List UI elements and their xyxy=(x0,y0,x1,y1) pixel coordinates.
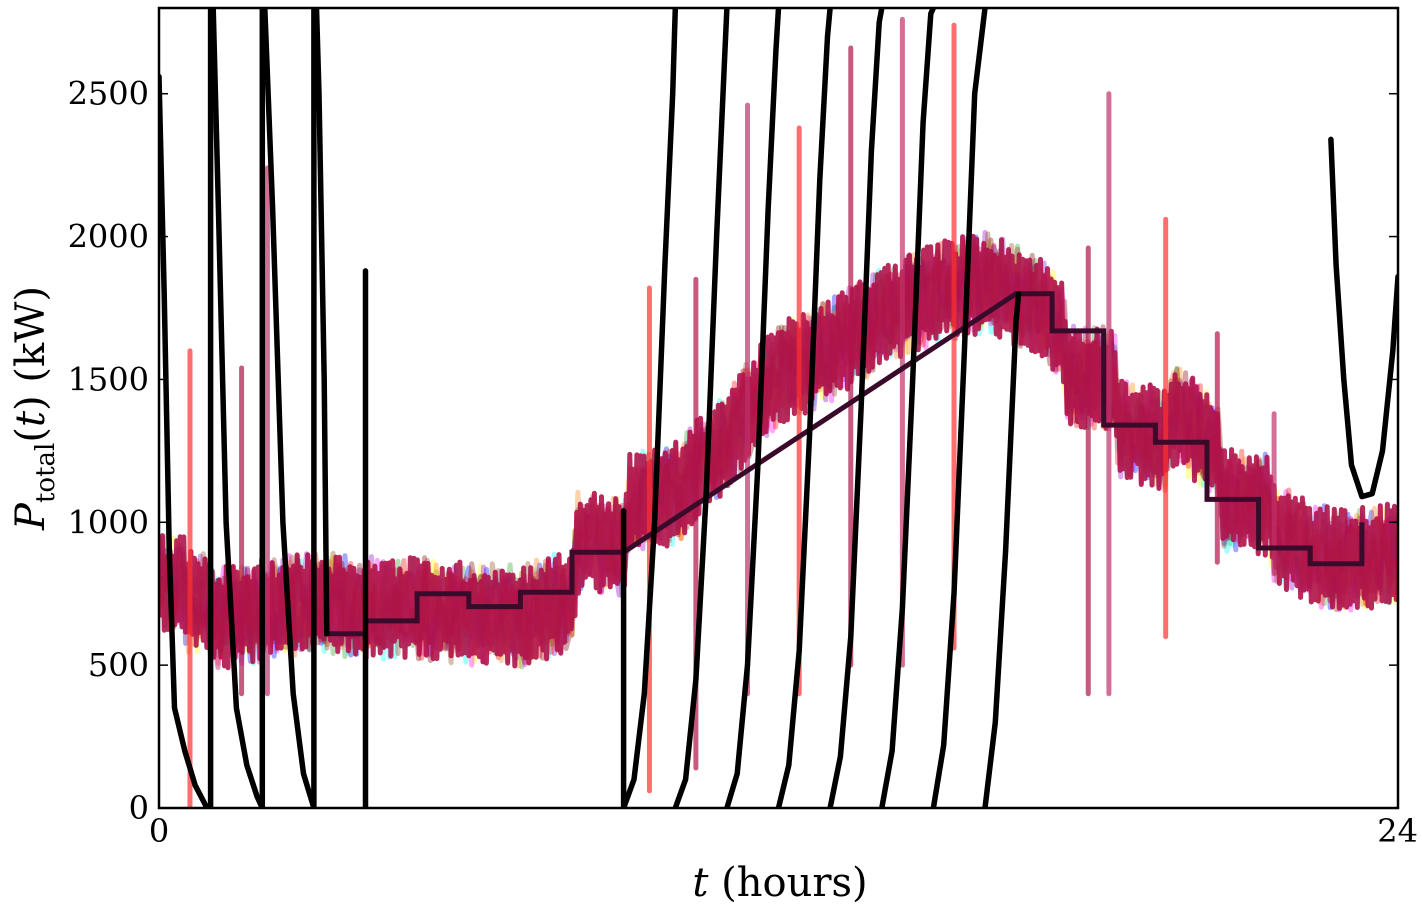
trajectory-line xyxy=(262,8,317,808)
y-axis-label-open-paren: ( xyxy=(8,427,54,443)
y-axis-label-variable: P xyxy=(8,502,54,531)
ticks: 0 500 1000 1500 2000 2500 0 24 xyxy=(68,8,1418,850)
trajectory-line xyxy=(210,8,266,808)
step-schedule-line xyxy=(324,291,1365,637)
y-tick-label: 1000 xyxy=(68,503,149,541)
plot-content xyxy=(159,8,1398,808)
y-axis-label-close-paren: ) xyxy=(8,395,54,411)
y-axis-label: Ptotal(t) (kW) xyxy=(8,286,61,531)
y-tick-label: 0 xyxy=(129,789,149,827)
y-tick-label: 1500 xyxy=(68,360,149,398)
y-tick-label: 500 xyxy=(88,646,149,684)
trajectory-line xyxy=(313,8,330,637)
x-axis-label: t (hours) xyxy=(692,860,867,904)
trajectory-line xyxy=(724,8,782,808)
y-axis-label-subscript: total xyxy=(31,443,61,503)
plot-frame xyxy=(157,6,1400,810)
trajectory-line xyxy=(620,8,679,808)
trajectory-line xyxy=(775,8,833,808)
x-tick-label: 0 xyxy=(149,812,169,850)
y-tick-label: 2000 xyxy=(68,218,149,256)
trajectory-line xyxy=(159,73,214,808)
x-tick-label: 24 xyxy=(1377,812,1418,850)
x-axis-label-variable: t xyxy=(692,860,709,904)
trajectory-line xyxy=(827,8,885,808)
trajectory-line xyxy=(879,8,937,808)
trajectory-line xyxy=(930,8,988,808)
trajectory-line xyxy=(672,8,730,808)
x-axis-label-units: (hours) xyxy=(708,860,867,904)
trajectory-line xyxy=(1328,136,1398,500)
y-axis-label-argument: t xyxy=(8,410,54,427)
y-axis-label-units: (kW) xyxy=(8,286,54,395)
y-tick-label: 2500 xyxy=(68,75,149,113)
trajectory-line xyxy=(982,290,1022,808)
